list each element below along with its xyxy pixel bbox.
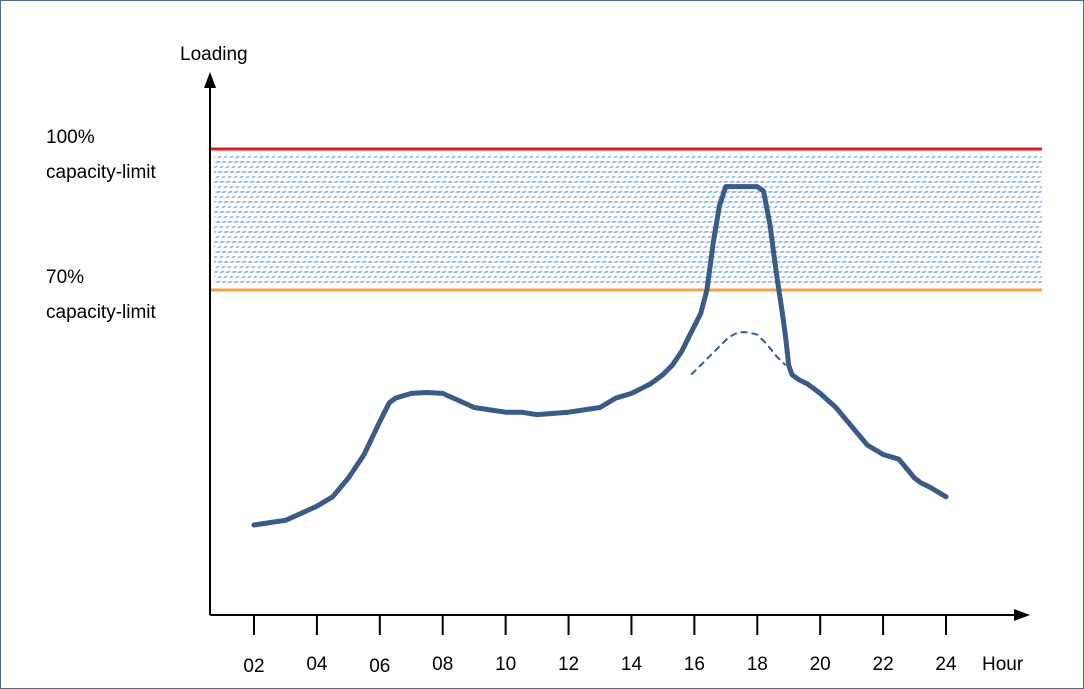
- x-tick-label: 10: [495, 654, 516, 675]
- x-tick-label: 12: [558, 654, 579, 675]
- y-axis-label: Loading: [180, 44, 248, 65]
- limit-70-label-text: capacity-limit: [46, 302, 157, 323]
- x-ticks: 02 04 06 08 10 12 14 16 18 20 22 24: [243, 615, 957, 677]
- x-tick-label: 08: [432, 654, 453, 675]
- x-tick-label: 14: [621, 654, 643, 675]
- series-line-dashed: [690, 331, 787, 376]
- x-tick-label: 06: [369, 656, 390, 677]
- x-tick-label: 20: [810, 654, 831, 675]
- series-line-solid: [251, 184, 949, 528]
- x-tick-label: 16: [684, 654, 705, 675]
- x-axis-arrow-icon: [1014, 609, 1030, 621]
- capacity-band: [214, 154, 1042, 286]
- limit-100-label-text: capacity-limit: [46, 162, 157, 183]
- y-axis-arrow-icon: [204, 72, 216, 88]
- x-tick-label: 18: [747, 654, 768, 675]
- limit-70-label-pct: 70%: [46, 267, 84, 288]
- x-axis-label: Hour: [982, 654, 1024, 675]
- limit-100-label-pct: 100%: [46, 127, 95, 148]
- x-tick-label: 04: [306, 654, 328, 675]
- x-tick-label: 02: [243, 656, 264, 677]
- x-tick-label: 24: [935, 654, 957, 675]
- x-tick-label: 22: [873, 654, 894, 675]
